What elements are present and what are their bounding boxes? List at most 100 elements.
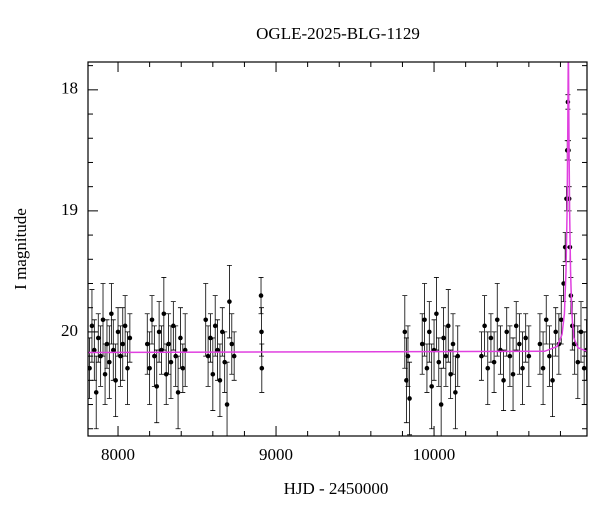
data-point [161, 311, 167, 317]
data-point [122, 323, 128, 329]
data-point [523, 335, 528, 341]
data-point [205, 353, 211, 359]
data-point [427, 329, 432, 335]
data-point [494, 317, 500, 323]
data-point [547, 353, 552, 359]
data-point [217, 378, 223, 383]
data-point [104, 341, 110, 347]
data-point [517, 341, 522, 347]
data-point [154, 384, 160, 389]
data-point [156, 329, 162, 335]
data-point [575, 359, 581, 365]
data-point [540, 365, 546, 371]
data-point [127, 335, 133, 341]
data-point [445, 323, 451, 329]
data-point [149, 317, 155, 323]
data-point [102, 371, 108, 377]
data-point [553, 329, 559, 335]
data-point [455, 353, 461, 359]
data-point [224, 402, 230, 407]
x-tick-label: 8000 [101, 445, 135, 464]
plot-area [88, 62, 587, 436]
x-tick-label: 9000 [259, 445, 293, 464]
data-point [488, 335, 494, 341]
data-point [479, 353, 484, 359]
data-point [434, 311, 439, 317]
data-point [89, 323, 95, 329]
x-axis-label: HJD - 2450000 [284, 479, 389, 498]
data-point [259, 365, 265, 371]
data-point [93, 390, 99, 395]
data-point [178, 335, 183, 341]
data-point [491, 359, 497, 365]
data-point [419, 341, 425, 347]
data-point [147, 365, 152, 371]
data-point [482, 323, 487, 329]
y-tick-label: 20 [61, 321, 78, 340]
data-point [405, 353, 411, 359]
data-point [438, 402, 444, 407]
data-point [231, 353, 237, 359]
data-point [125, 365, 130, 371]
data-point [422, 317, 427, 323]
data-point [429, 384, 434, 389]
data-point [510, 371, 516, 377]
data-point [152, 353, 157, 359]
data-point [581, 365, 587, 371]
data-point [175, 390, 181, 395]
data-point [550, 378, 555, 383]
model-curve [88, 62, 587, 354]
data-point [443, 353, 449, 359]
plot-frame [87, 61, 588, 437]
data-point [115, 329, 121, 335]
data-point [110, 347, 116, 353]
data-point [259, 329, 264, 335]
data-point [113, 378, 118, 383]
data-point [450, 341, 456, 347]
data-point [88, 365, 92, 371]
data-point [404, 378, 409, 383]
data-point [258, 293, 264, 298]
data-point [92, 347, 97, 353]
data-point [107, 359, 112, 365]
data-point [543, 317, 549, 323]
data-point [504, 329, 510, 335]
data-point [166, 341, 171, 347]
data-point [537, 341, 543, 347]
data-point [402, 329, 408, 335]
x-tick-label: 10000 [413, 445, 456, 464]
data-point [227, 299, 232, 304]
data-point [180, 365, 186, 371]
chart-title: OGLE-2025-BLG-1129 [256, 24, 420, 43]
data-point [144, 341, 150, 347]
data-point [526, 353, 532, 359]
data-point [520, 365, 525, 371]
data-point [210, 371, 216, 377]
y-tick-label: 18 [61, 79, 78, 98]
data-point [203, 317, 209, 323]
data-point [441, 335, 446, 341]
data-point [168, 359, 174, 365]
data-point [436, 359, 442, 365]
data-point [453, 390, 458, 395]
data-point [229, 341, 235, 347]
data-point [212, 323, 218, 329]
data-point [215, 347, 220, 353]
data-point [513, 323, 519, 329]
data-point [485, 365, 491, 371]
data-point [501, 378, 506, 383]
data-point [95, 335, 101, 341]
data-point [507, 353, 513, 359]
data-point [100, 317, 106, 323]
data-point [182, 347, 188, 353]
data-point [120, 341, 126, 347]
y-tick-label: 19 [61, 200, 78, 219]
data-point [424, 365, 430, 371]
data-point [558, 317, 564, 323]
data-point [109, 311, 114, 317]
data-point [407, 396, 412, 401]
y-axis-label: I magnitude [11, 208, 30, 290]
data-point [118, 353, 123, 359]
